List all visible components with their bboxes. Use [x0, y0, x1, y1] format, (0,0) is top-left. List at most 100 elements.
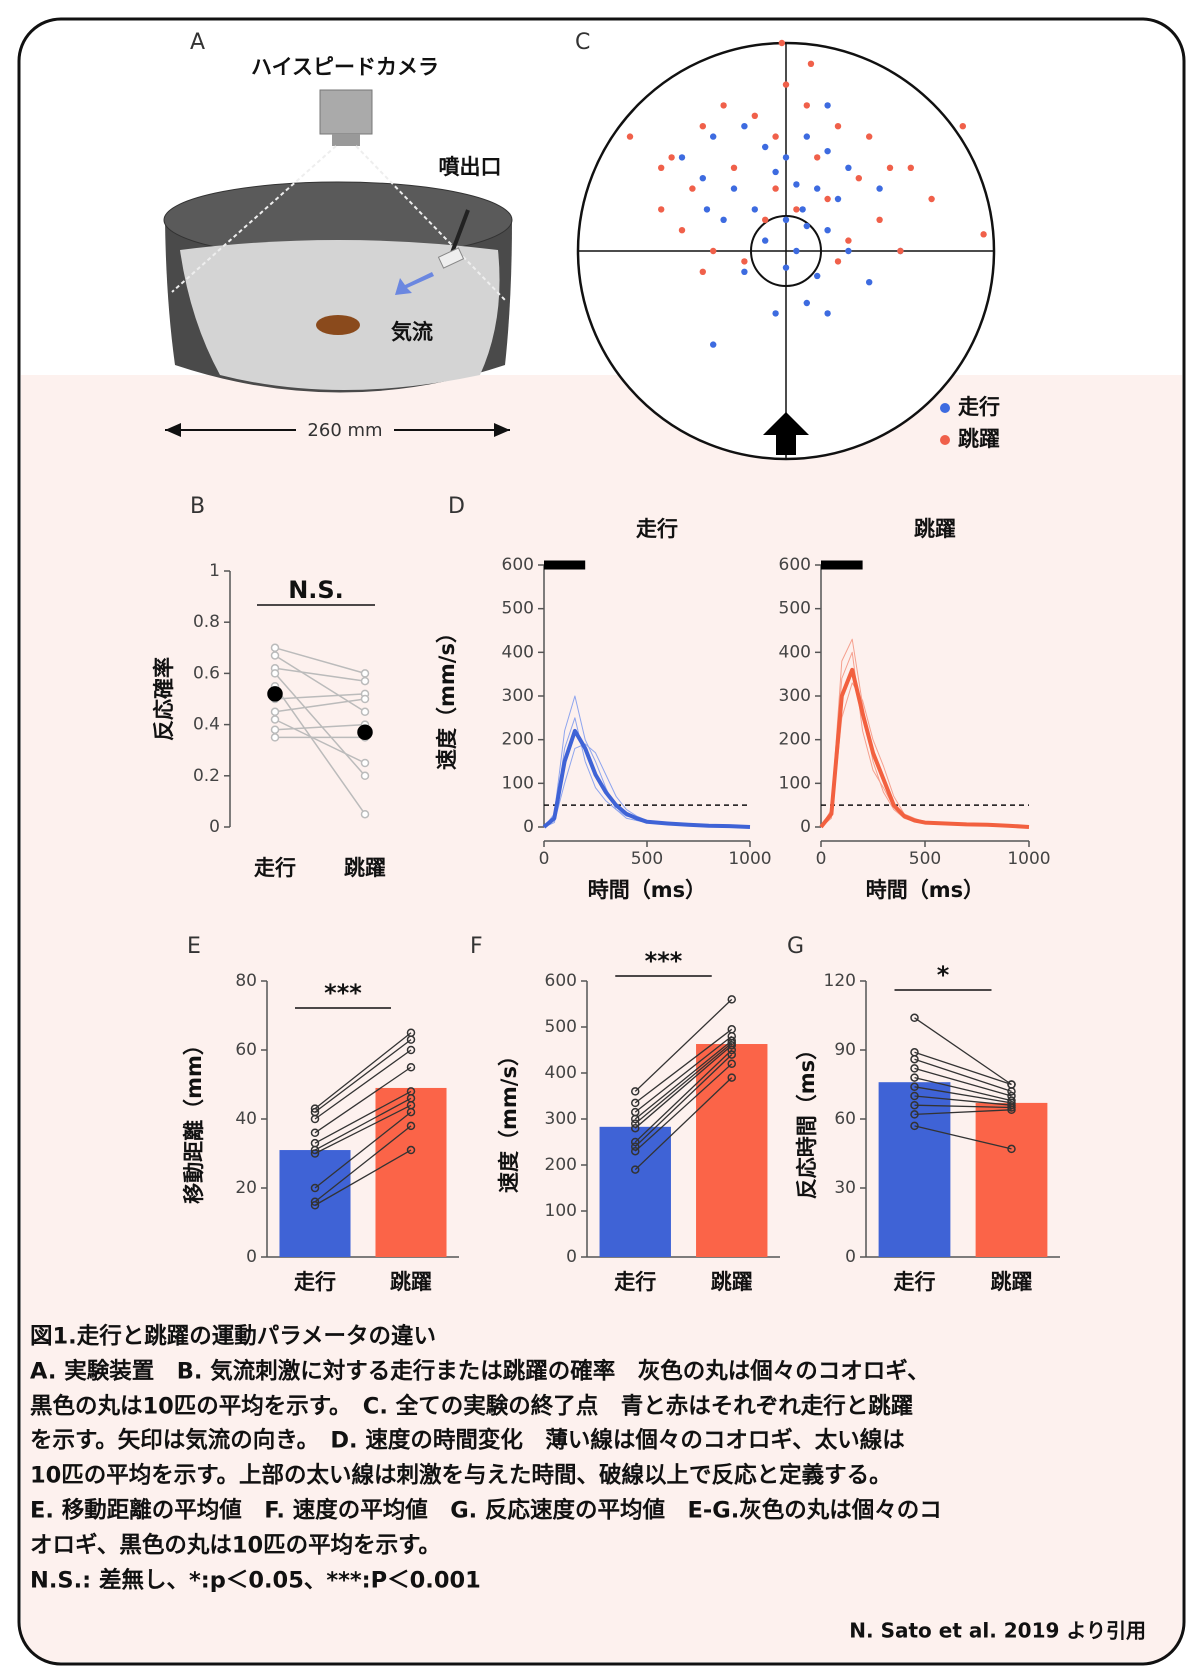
individual-point — [270, 707, 280, 717]
bar — [375, 1087, 447, 1257]
y-tick-label: 600 — [779, 555, 811, 575]
pair-line — [914, 1095, 1012, 1106]
y-tick-label: 120 — [824, 971, 856, 991]
scatter-point — [814, 272, 821, 280]
y-tick-label: 40 — [235, 1109, 257, 1129]
y-tick-label: 0.2 — [193, 766, 220, 786]
pair-line — [914, 1017, 1012, 1086]
y-tick-label: 0 — [209, 817, 220, 837]
y-axis-label: 反応確率 — [152, 657, 176, 741]
individual-point — [270, 643, 280, 653]
scatter-point — [793, 206, 800, 213]
scatter-point — [866, 279, 873, 286]
significance-label: N.S. — [288, 576, 344, 604]
individual-point — [360, 669, 370, 678]
pair-line — [634, 1077, 733, 1171]
individual-point — [910, 1054, 919, 1064]
scatter-point — [658, 206, 665, 213]
scatter-point — [720, 102, 727, 109]
significance-label: *** — [324, 979, 362, 1007]
scatter-point — [762, 143, 769, 151]
y-tick-label: 200 — [502, 730, 534, 750]
scatter-point — [782, 81, 790, 88]
individual-point — [631, 1114, 640, 1124]
y-tick-label: 100 — [545, 1201, 577, 1221]
y-axis-label: 移動距離（mm） — [182, 1034, 206, 1204]
individual-point — [910, 1064, 919, 1073]
x-tick-label: 0 — [539, 849, 550, 869]
y-tick-label: 600 — [545, 971, 577, 991]
pair-line — [634, 1028, 733, 1104]
individual-point — [270, 733, 280, 742]
scatter-point — [876, 185, 883, 192]
individual-point — [406, 1045, 416, 1055]
x-tick-label: 走行 — [614, 1270, 656, 1294]
y-tick-label: 100 — [779, 773, 811, 793]
pair-line — [314, 1104, 412, 1155]
individual-point — [270, 669, 280, 678]
scatter-point — [772, 133, 779, 140]
caption-line: E. 移動距離の平均値 F. 速度の平均値 G. 反応速度の平均値 E-G.灰色… — [30, 1497, 942, 1524]
x-tick-label: 跳躍 — [344, 856, 386, 880]
panel-letter: F — [470, 934, 483, 959]
y-tick-label: 0 — [800, 817, 811, 837]
y-tick-label: 200 — [545, 1155, 577, 1175]
scale-label: 260 mm — [307, 420, 382, 441]
pair-line — [634, 1049, 733, 1143]
individual-point — [270, 651, 280, 660]
camera-lens — [332, 134, 360, 146]
scatter-point — [886, 164, 894, 171]
y-tick-label: 100 — [502, 773, 534, 793]
individual-point — [1007, 1144, 1016, 1154]
scatter-point — [793, 247, 800, 255]
y-tick-label: 400 — [545, 1063, 577, 1083]
scale-label-bg — [296, 420, 394, 440]
caption-line: オロギ、黒色の丸は10匹の平均を示す。 — [30, 1532, 441, 1559]
y-tick-label: 20 — [235, 1178, 257, 1198]
pair-line — [914, 1125, 1012, 1150]
scatter-point — [699, 123, 706, 130]
scatter-point — [807, 60, 815, 67]
scatter-point — [699, 268, 706, 275]
pair-line — [914, 1109, 1012, 1116]
x-tick-label: 走行 — [294, 1270, 336, 1294]
individual-point — [727, 995, 736, 1004]
bar — [599, 1126, 671, 1257]
individual-point — [310, 1183, 320, 1193]
significance-label: *** — [645, 947, 683, 975]
airflow-arrow — [395, 272, 434, 295]
y-tick-label: 0 — [246, 1247, 257, 1267]
scatter-point — [699, 175, 706, 182]
scatter-point — [710, 341, 717, 348]
y-axis-label: 速度（mm/s） — [497, 1045, 521, 1193]
individual-point — [360, 771, 370, 781]
individual-point — [910, 1073, 919, 1082]
series-line — [274, 723, 366, 731]
individual-point — [360, 676, 370, 686]
y-tick-label: 400 — [779, 642, 811, 662]
x-tick-label: 走行 — [894, 1270, 936, 1294]
x-tick-label: 跳躍 — [390, 1270, 432, 1294]
scatter-point — [876, 216, 883, 223]
individual-point — [631, 1119, 640, 1128]
airflow-label: 気流 — [391, 320, 433, 344]
individual-point — [910, 1121, 919, 1131]
individual-point — [631, 1087, 640, 1096]
y-tick-label: 80 — [235, 971, 257, 991]
individual-point — [910, 1082, 919, 1092]
bar — [975, 1102, 1048, 1257]
individual-point — [270, 715, 280, 724]
camera — [319, 89, 373, 135]
caption-line: 黒色の丸は10匹の平均を示す。 C. 全ての実験の終了点 青と赤はそれぞれ走行と… — [30, 1393, 913, 1420]
scatter-point — [772, 310, 779, 317]
series-line — [274, 685, 366, 815]
legend-swatch — [940, 435, 950, 445]
pair-line — [914, 1076, 1012, 1102]
series-line — [274, 654, 366, 713]
individual-point — [631, 1146, 640, 1156]
scatter-point — [824, 310, 831, 317]
individual-point — [406, 1063, 416, 1072]
caption-line: 10匹の平均を示す。上部の太い線は刺激を与えた時間、破線以上で反応と定義する。 — [30, 1462, 892, 1489]
individual-point — [310, 1114, 320, 1124]
